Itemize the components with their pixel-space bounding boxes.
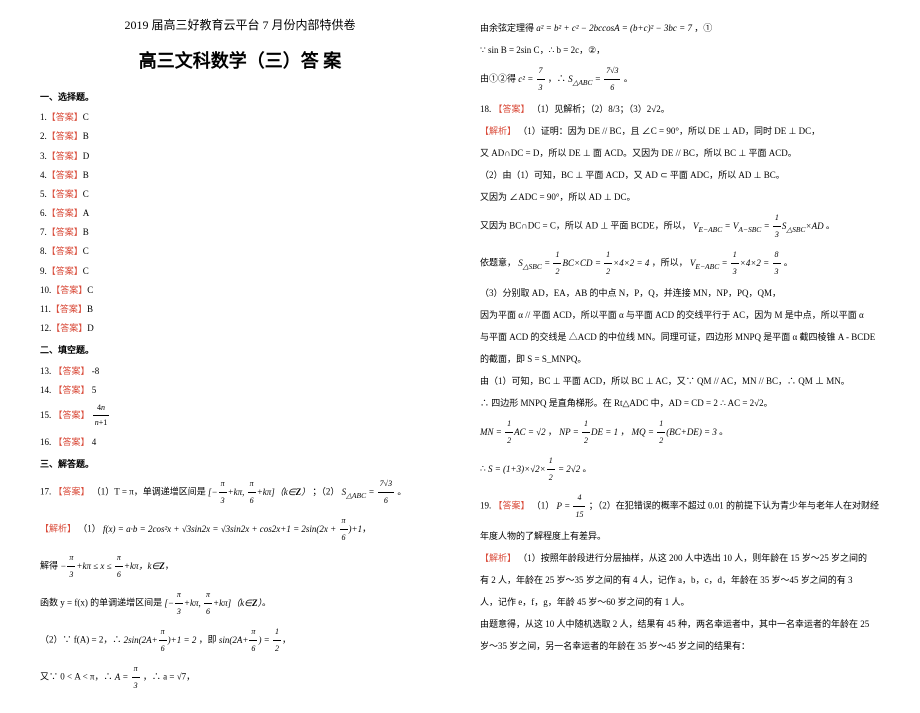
q19-l4: 由题意得，从这 10 人中随机选取 2 人，结果有 45 种，两名幸运者中，其中… xyxy=(480,615,880,633)
q18-l9: 与平面 ACD 的交线是 △ACD 的中位线 MN。同理可证，四边形 MNPQ … xyxy=(480,328,880,346)
fill-answer: 13. 【答案】 -8 xyxy=(40,363,440,379)
choice-answer: 5.【答案】C xyxy=(40,186,440,202)
cosine-law: 由余弦定理得 a² = b² + c² − 2bccosA = (b+c)² −… xyxy=(480,19,880,37)
section-choice: 一、选择题。 xyxy=(40,89,440,105)
p-math: P = 415 xyxy=(557,501,587,511)
s-final-math: S = (1+3)×√2×12 = 2√2 xyxy=(488,464,580,474)
choice-answer: 2.【答案】B xyxy=(40,128,440,144)
choice-answer: 1.【答案】C xyxy=(40,109,440,125)
page-container: 2019 届高三好教育云平台 7 月份内部特供卷 高三文科数学（三）答 案 一、… xyxy=(40,15,880,698)
q18-l7: （3）分别取 AD，EA，AB 的中点 N，P，Q，并连接 MN，NP，PQ，Q… xyxy=(480,284,880,302)
ve-math: VE−ABC = VA−SBC = 13S△SBC×AD xyxy=(693,221,824,231)
q18-l13: MN = 12AC = √2 ， NP = 12DE = 1 ， MQ = 12… xyxy=(480,416,880,449)
q19-l2: 有 2 人，年龄在 25 岁～35 岁之间的有 4 人，记作 a，b，c，d，年… xyxy=(480,571,880,589)
section-fill: 二、填空题。 xyxy=(40,342,440,358)
choice-answers-list: 1.【答案】C 2.【答案】B 3.【答案】D 4.【答案】B 5.【答案】C 6.【答案… xyxy=(40,109,440,336)
choice-answer: 7.【答案】B xyxy=(40,224,440,240)
q17-line4: （2）∵ f(A) = 2，∴ 2sin(2A+π6)+1 = 2 ，即 sin… xyxy=(40,624,440,657)
np-math: NP = 12DE = 1 xyxy=(559,427,618,437)
q19-text3: 年度人物的了解程度上有差异。 xyxy=(480,527,880,545)
q18-l14: ∴ S = (1+3)×√2×12 = 2√2 。 xyxy=(480,453,880,486)
q18-l3: （2）由（1）可知，BC ⊥ 平面 ACD，又 AD ⊂ 平面 ADC，所以 A… xyxy=(480,166,880,184)
mn-math: MN = 12AC = √2 xyxy=(480,427,546,437)
choice-answer: 8.【答案】C xyxy=(40,243,440,259)
s-math: S△ABC = 7√36 xyxy=(568,74,621,84)
q18-l10: 的截面，即 S = S_MNPQ。 xyxy=(480,350,880,368)
q17-line3: 函数 y = f(x) 的单调递增区间是 [−π3+kπ, π6+kπ]（k∈Z… xyxy=(40,587,440,620)
choice-answer: 4.【答案】B xyxy=(40,167,440,183)
q19-analysis: 【解析】 （1）按照年龄段进行分层抽样，从这 200 人中选出 10 人，则年龄… xyxy=(480,549,880,567)
mq-math: MQ = 12(BC+DE) = 3 xyxy=(632,427,717,437)
fill-answer: 16. 【答案】 4 xyxy=(40,434,440,450)
result-line: 由①②得 c² = 73 ，∴ S△ABC = 7√36 。 xyxy=(480,63,880,96)
q17-answer: 17. 【答案】 （1）T = π，单调递增区间是 [−π3+kπ, π6+kπ… xyxy=(40,476,440,509)
solve-math: −π3+kπ ≤ x ≤ π6+kπ，k∈Z xyxy=(60,561,165,571)
q18-l12: ∴ 四边形 MNPQ 是直角梯形。在 Rt△ADC 中，AD = CD = 2 … xyxy=(480,394,880,412)
q19-l3: 人，记作 e，f，g，年龄 45 岁～60 岁之间的有 1 人。 xyxy=(480,593,880,611)
area-math: S△ABC = 7√36 xyxy=(342,487,395,497)
choice-answer: 12.【答案】D xyxy=(40,320,440,336)
cos-law-math: a² = b² + c² − 2bccosA = (b+c)² − 3bc = … xyxy=(536,23,692,33)
choice-answer: 6.【答案】A xyxy=(40,205,440,221)
left-column: 2019 届高三好教育云平台 7 月份内部特供卷 高三文科数学（三）答 案 一、… xyxy=(40,15,440,698)
interval2-math: [−π3+kπ, π6+kπ]（k∈Z） xyxy=(164,598,262,608)
q17-line2: 解得 −π3+kπ ≤ x ≤ π6+kπ，k∈Z， xyxy=(40,550,440,583)
s-sbc-math: S△SBC = 12BC×CD = 12×4×2 = 4 xyxy=(518,258,649,268)
choice-answer: 3.【答案】D xyxy=(40,148,440,164)
c2-math: c² = 73 xyxy=(518,74,545,84)
sin-math: 2sin(2A+π6)+1 = 2 xyxy=(124,635,197,645)
ve2-math: VE−ABC = 13×4×2 = 83 xyxy=(690,258,782,268)
document-subtitle: 高三文科数学（三）答 案 xyxy=(40,45,440,77)
a-math: A = π3 xyxy=(115,672,141,682)
q18-answer: 18. 【答案】 （1）见解析；（2）8/3；（3）2√2。 xyxy=(480,100,880,118)
right-column: 由余弦定理得 a² = b² + c² − 2bccosA = (b+c)² −… xyxy=(480,15,880,698)
q19-l5: 岁～35 岁之间，另一名幸运者的年龄在 35 岁～45 岁之间的结果有： xyxy=(480,637,880,655)
q18-analysis: 【解析】 （1）证明：因为 DE // BC，且 ∠C = 90°，所以 DE … xyxy=(480,122,880,140)
q18-l2: 又 AD∩DC = D，所以 DE ⊥ 面 ACD。又因为 DE // BC，所… xyxy=(480,144,880,162)
sin2-math: sin(2A+π6) = 12 xyxy=(219,635,282,645)
choice-answer: 9.【答案】C xyxy=(40,263,440,279)
q18-l4: 又因为 ∠ADC = 90°，所以 AD ⊥ DC。 xyxy=(480,188,880,206)
fill-answer: 14. 【答案】 5 xyxy=(40,382,440,398)
q18-l6: 依题意， S△SBC = 12BC×CD = 12×4×2 = 4 ，所以， V… xyxy=(480,247,880,280)
q18-l5: 又因为 BC∩DC = C，所以 AD ⊥ 平面 BCDE，所以， VE−ABC… xyxy=(480,210,880,243)
q17-line5: 又∵ 0 < A < π，∴ A = π3 ，∴ a = √7， xyxy=(40,661,440,694)
sinb-line: ∵ sin B = 2sin C，∴ b = 2c，②， xyxy=(480,41,880,59)
fx-math: f(x) = a·b = 2cos²x + √3sin2x = √3sin2x … xyxy=(103,524,362,534)
choice-answer: 11.【答案】B xyxy=(40,301,440,317)
q19-answer: 19. 【答案】 （1） P = 415 ；（2）在犯错误的概率不超过 0.01… xyxy=(480,490,880,523)
q17-analysis: 【解析】 （1） f(x) = a·b = 2cos²x + √3sin2x =… xyxy=(40,513,440,546)
q18-l8: 因为平面 α // 平面 ACD，所以平面 α 与平面 ACD 的交线平行于 A… xyxy=(480,306,880,324)
q18-l11: 由（1）可知，BC ⊥ 平面 ACD，所以 BC ⊥ AC，又∵ QM // A… xyxy=(480,372,880,390)
choice-answer: 10.【答案】C xyxy=(40,282,440,298)
section-solve: 三、解答题。 xyxy=(40,456,440,472)
fraction: 4nn+1 xyxy=(93,401,110,431)
document-title: 2019 届高三好教育云平台 7 月份内部特供卷 xyxy=(40,15,440,37)
fill-answer: 15. 【答案】 4nn+1 xyxy=(40,401,440,431)
interval-math: [−π3+kπ, π6+kπ]（k∈Z） xyxy=(208,487,310,497)
